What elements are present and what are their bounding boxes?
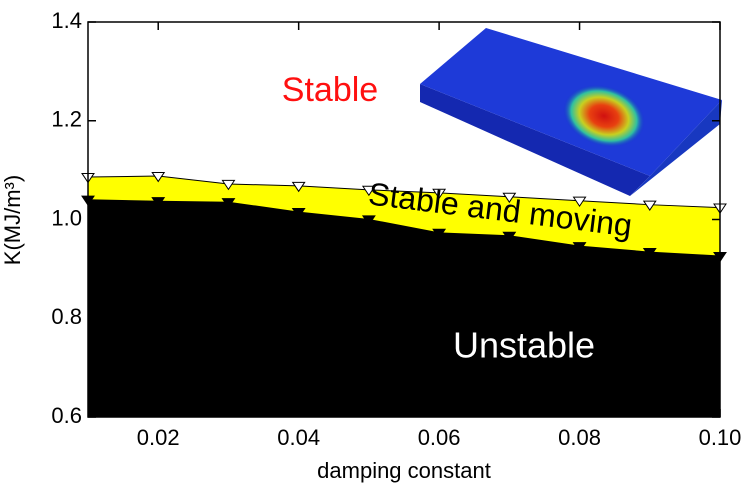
marker <box>572 196 587 208</box>
marker <box>502 192 517 204</box>
y-tick-label: 1.4 <box>51 8 82 33</box>
marker <box>432 188 447 200</box>
marker <box>291 181 306 193</box>
marker <box>361 185 376 197</box>
annotation: Stable <box>282 71 378 109</box>
boundaries <box>81 171 727 263</box>
x-tick-label: 0.10 <box>699 425 742 450</box>
x-tick-label: 0.06 <box>418 425 461 450</box>
areas <box>88 176 720 417</box>
marker <box>221 198 236 209</box>
y-axis-label: K(MJ/m³) <box>0 175 25 265</box>
marker <box>151 197 166 208</box>
marker <box>291 207 306 219</box>
boundary-line <box>87 175 721 209</box>
y-tick-label: 0.6 <box>51 403 82 428</box>
y-tick-label: 1.2 <box>51 107 82 132</box>
marker <box>572 242 587 253</box>
inset-blob <box>562 84 646 148</box>
marker <box>432 228 447 240</box>
boundary-line <box>87 199 721 257</box>
y-tick-label: 1.0 <box>51 205 82 230</box>
area <box>88 199 720 417</box>
inset-image <box>420 28 722 196</box>
x-tick-label: 0.08 <box>558 425 601 450</box>
x-tick-label: 0.02 <box>137 425 180 450</box>
x-axis-label: damping constant <box>317 458 491 483</box>
marker <box>642 200 657 211</box>
inset-side <box>420 84 650 196</box>
marker <box>361 215 376 226</box>
marker <box>642 247 657 259</box>
marker <box>221 179 236 191</box>
y-tick-label: 0.8 <box>51 304 82 329</box>
marker <box>151 171 166 183</box>
marker <box>502 231 517 243</box>
annotation: Unstable <box>453 325 595 366</box>
x-tick-label: 0.04 <box>277 425 320 450</box>
